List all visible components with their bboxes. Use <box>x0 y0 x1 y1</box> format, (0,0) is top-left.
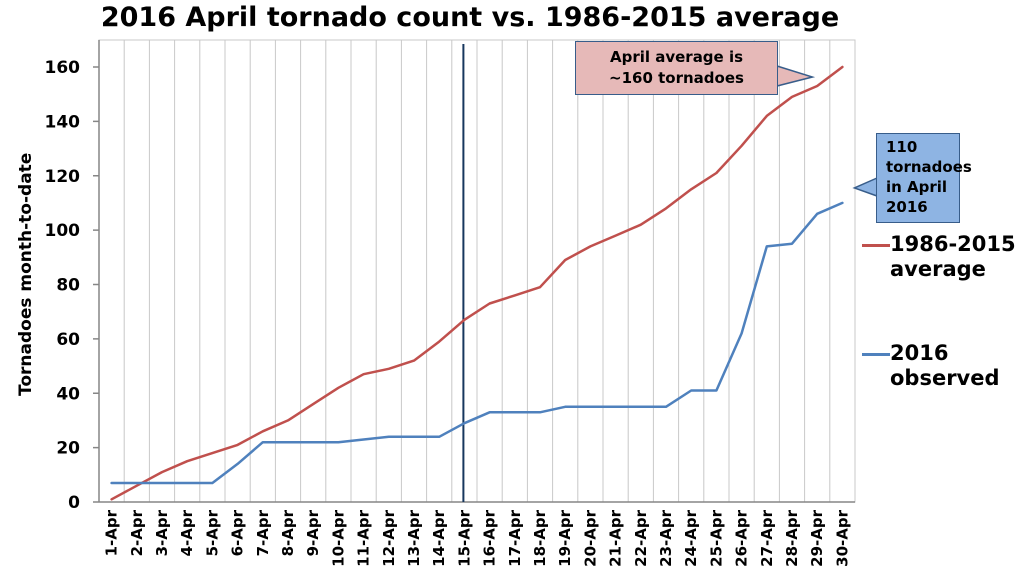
x-tick-label: 28-Apr <box>783 509 801 566</box>
callout-pointers <box>776 64 878 198</box>
x-tick-label: 19-Apr <box>556 509 574 566</box>
x-tick-label: 14-Apr <box>430 509 448 566</box>
legend-swatch-2016 <box>862 353 890 356</box>
x-tick-label: 7-Apr <box>254 509 272 556</box>
callout-avg-line-1: April average is <box>609 48 744 66</box>
x-tick-label: 3-Apr <box>153 509 171 556</box>
x-tick-label: 6-Apr <box>229 509 247 556</box>
x-tick-label: 25-Apr <box>707 509 725 566</box>
x-tick-label: 29-Apr <box>808 509 826 566</box>
legend-label-2016-1: 2016 <box>890 341 949 365</box>
y-tick-label: 20 <box>56 439 80 459</box>
callout-2016-line-4: 2016 <box>886 198 928 216</box>
x-tick-label: 18-Apr <box>531 509 549 566</box>
x-tick-labels: 1-Apr 2-Apr 3-Apr 4-Apr 5-Apr 6-Apr 7-Apr 8-Apr… <box>103 509 852 566</box>
callout-2016-line-3: in April <box>886 178 948 196</box>
x-tick-label: 21-Apr <box>607 509 625 566</box>
callout-2016-total: 110 tornadoes in April 2016 <box>876 133 972 223</box>
axes <box>93 40 855 503</box>
x-tick-label: 22-Apr <box>632 509 650 566</box>
y-tick-label: 40 <box>56 384 80 404</box>
callout-avg-pointer <box>776 64 816 87</box>
series-line-0 <box>110 65 844 501</box>
x-tick-label: 24-Apr <box>682 509 700 566</box>
x-tick-label: 9-Apr <box>304 509 322 556</box>
grid-lines <box>98 39 856 503</box>
series-lines <box>110 65 844 501</box>
legend-swatch-average <box>862 244 890 247</box>
x-tick-label: 2-Apr <box>128 509 146 556</box>
legend-label-2016-2: observed <box>890 366 1000 390</box>
y-tick-label: 140 <box>45 112 81 132</box>
y-tick-label: 120 <box>45 167 81 187</box>
callout-april-average: April average is ~160 tornadoes <box>575 41 778 95</box>
chart-title: 2016 April tornado count vs. 1986-2015 a… <box>100 2 840 33</box>
x-tick-label: 5-Apr <box>203 509 221 556</box>
callout-2016-line-2: tornadoes <box>886 158 972 176</box>
y-tick-label: 100 <box>45 221 81 241</box>
x-tick-label: 17-Apr <box>506 509 524 566</box>
x-tick-label: 15-Apr <box>455 509 473 566</box>
y-tick-label: 80 <box>56 276 80 296</box>
callout-2016-pointer <box>852 176 878 198</box>
x-tick-label: 11-Apr <box>355 509 373 566</box>
x-tick-label: 27-Apr <box>758 509 776 566</box>
callout-avg-line-2: ~160 tornadoes <box>609 69 744 87</box>
callout-2016-line-1: 110 <box>886 138 918 156</box>
x-tick-label: 12-Apr <box>380 509 398 566</box>
x-tick-label: 26-Apr <box>733 509 751 566</box>
y-tick-label: 160 <box>45 58 81 78</box>
y-tick-label: 0 <box>68 493 80 513</box>
x-tick-label: 20-Apr <box>581 509 599 566</box>
legend-label-average-1: 1986-2015 <box>890 232 1016 256</box>
x-tick-label: 23-Apr <box>657 509 675 566</box>
legend-item-average: 1986-2015 average <box>862 232 1016 282</box>
x-tick-label: 4-Apr <box>178 509 196 556</box>
x-tick-label: 30-Apr <box>833 509 851 566</box>
x-tick-label: 10-Apr <box>329 509 347 566</box>
y-tick-label: 60 <box>56 330 80 350</box>
x-tick-label: 8-Apr <box>279 509 297 556</box>
series-line-1 <box>110 201 844 485</box>
legend-label-average-2: average <box>890 257 986 281</box>
legend-item-2016: 2016 observed <box>862 341 1000 391</box>
x-tick-label: 13-Apr <box>405 509 423 566</box>
y-tick-labels: 0 20 40 60 80 100 120 140 160 <box>45 58 81 513</box>
x-tick-label: 1-Apr <box>103 509 121 556</box>
x-tick-label: 16-Apr <box>481 509 499 566</box>
